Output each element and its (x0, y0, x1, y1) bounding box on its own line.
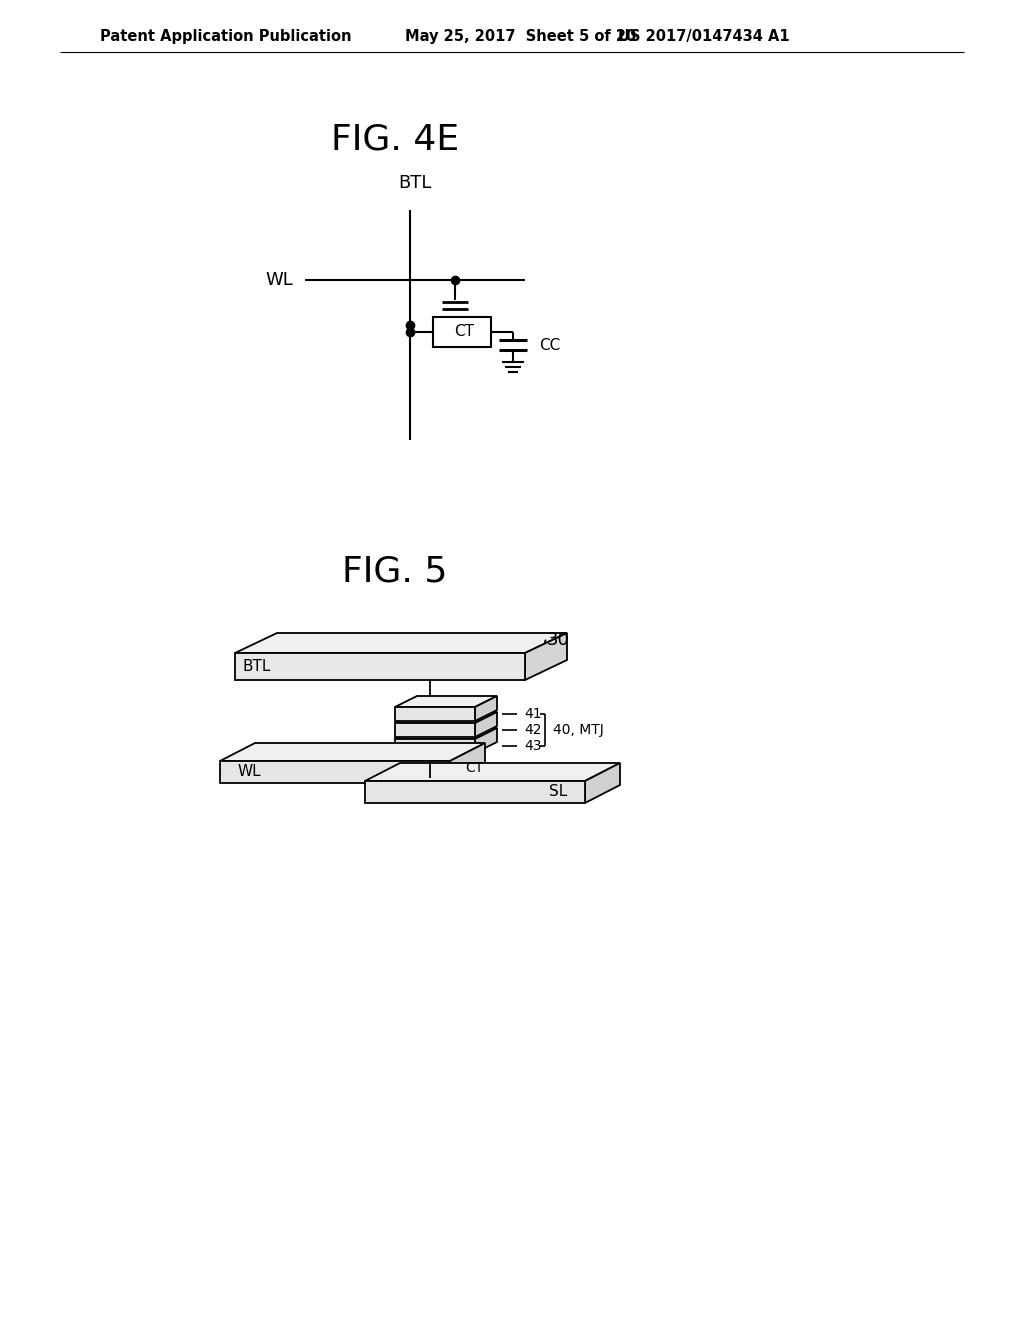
Text: 42: 42 (524, 723, 542, 737)
Polygon shape (395, 739, 475, 752)
Polygon shape (414, 750, 460, 758)
Polygon shape (450, 743, 485, 783)
Polygon shape (365, 781, 585, 803)
Polygon shape (475, 696, 497, 721)
Text: FIG. 4E: FIG. 4E (331, 123, 459, 157)
Text: SL: SL (549, 784, 567, 800)
Polygon shape (395, 723, 475, 737)
Text: WL: WL (265, 271, 293, 289)
Polygon shape (234, 653, 525, 680)
Bar (433, 317, 490, 347)
Text: FIG. 5: FIG. 5 (342, 554, 447, 589)
Polygon shape (234, 634, 567, 653)
Text: Patent Application Publication: Patent Application Publication (100, 29, 351, 45)
Polygon shape (395, 729, 497, 739)
Polygon shape (525, 634, 567, 680)
Text: 41: 41 (524, 708, 542, 721)
Text: BTL: BTL (243, 659, 271, 675)
Text: BTL: BTL (398, 174, 432, 191)
Text: WL: WL (238, 764, 261, 780)
Polygon shape (414, 758, 446, 777)
Polygon shape (220, 762, 450, 783)
Text: May 25, 2017  Sheet 5 of 20: May 25, 2017 Sheet 5 of 20 (406, 29, 636, 45)
Text: CT: CT (454, 325, 474, 339)
Text: CT: CT (465, 762, 483, 775)
Text: 43: 43 (524, 739, 542, 752)
Polygon shape (395, 708, 475, 721)
Polygon shape (365, 763, 620, 781)
Text: 30: 30 (547, 631, 569, 649)
Polygon shape (395, 696, 497, 708)
Polygon shape (585, 763, 620, 803)
Polygon shape (475, 729, 497, 752)
Text: 40, MTJ: 40, MTJ (553, 723, 604, 737)
Polygon shape (395, 711, 497, 723)
Text: US 2017/0147434 A1: US 2017/0147434 A1 (618, 29, 790, 45)
Polygon shape (446, 750, 460, 777)
Polygon shape (475, 711, 497, 737)
Text: CC: CC (539, 338, 560, 352)
Polygon shape (220, 743, 485, 762)
